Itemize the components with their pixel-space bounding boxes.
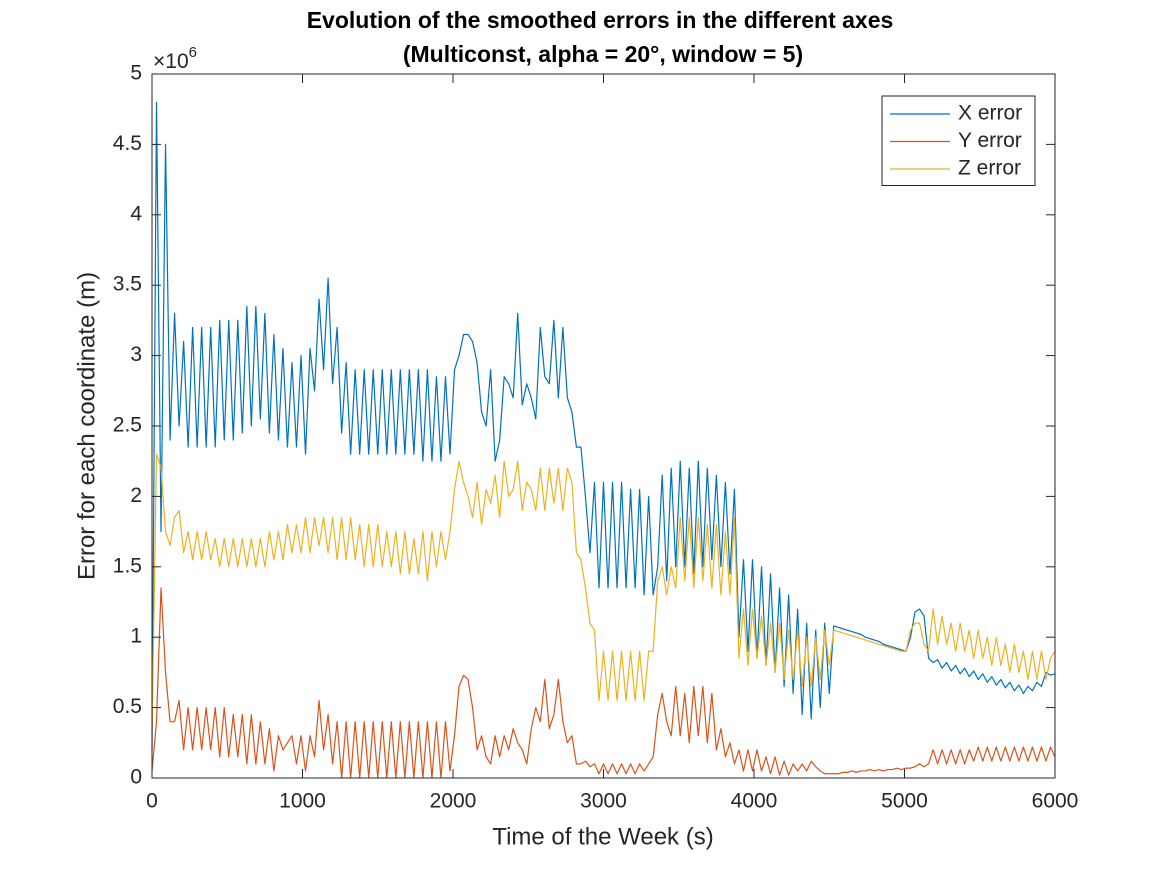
legend-label: Z error xyxy=(958,157,1021,180)
x-tick-label: 4000 xyxy=(731,790,778,813)
x-tick-label: 3000 xyxy=(580,790,627,813)
y-tick-label: 0 xyxy=(130,766,142,789)
y-tick-label: 1 xyxy=(130,625,142,648)
x-tick-label: 5000 xyxy=(881,790,928,813)
y-tick-label: 0.5 xyxy=(113,695,142,718)
x-tick-label: 2000 xyxy=(430,790,477,813)
y-axis-label: Error for each coordinate (m) xyxy=(73,272,100,580)
legend-label: X error xyxy=(958,102,1022,125)
chart-title: Evolution of the smoothed errors in the … xyxy=(307,7,894,33)
legend-label: Y error xyxy=(958,129,1022,152)
x-tick-label: 1000 xyxy=(279,790,326,813)
y-tick-label: 3 xyxy=(130,343,142,366)
x-axis-label: Time of the Week (s) xyxy=(492,823,713,850)
chart-subtitle: (Multiconst, alpha = 20°, window = 5) xyxy=(403,41,803,67)
y-tick-label: 2.5 xyxy=(113,414,142,437)
y-tick-label: 4.5 xyxy=(113,132,142,155)
data-line xyxy=(151,453,1056,736)
y-tick-label: 3.5 xyxy=(113,273,142,296)
y-multiplier-exponent: 6 xyxy=(189,44,197,61)
x-tick-label: 6000 xyxy=(1032,790,1079,813)
y-multiplier-base: ×10 xyxy=(153,50,189,73)
y-tick-label: 4 xyxy=(130,202,142,225)
y-tick-label: 1.5 xyxy=(113,554,142,577)
x-tick-label: 0 xyxy=(146,790,158,813)
data-line xyxy=(151,587,1056,779)
y-tick-label: 2 xyxy=(130,484,142,507)
y-tick-label: 5 xyxy=(130,62,142,85)
y-multiplier: ×106 xyxy=(153,44,197,73)
legend-box xyxy=(881,95,1036,186)
